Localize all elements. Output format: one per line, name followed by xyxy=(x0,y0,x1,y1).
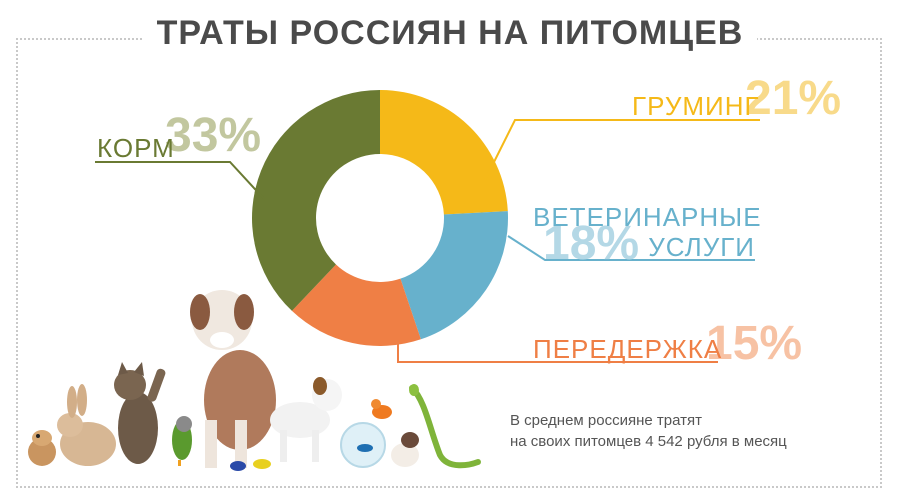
pct-vet: 18% xyxy=(543,217,640,270)
guinea-pig-icon xyxy=(391,432,419,467)
pct-food: 33% xyxy=(165,109,262,162)
leader-line-grooming xyxy=(484,119,760,181)
footnote-line2: на своих питомцев 4 542 рубля в месяц xyxy=(510,433,787,450)
label-boarding: ПЕРЕДЕРЖКА xyxy=(533,334,723,364)
footnote: В среднем россияне тратят на своих питом… xyxy=(510,410,787,452)
leader-line-vet xyxy=(507,235,755,261)
pct-grooming: 21% xyxy=(745,72,842,125)
cat-icon xyxy=(114,362,166,464)
label-vet-line2: УСЛУГИ xyxy=(648,232,755,262)
label-vet-line1: ВЕТЕРИНАРНЫЕ xyxy=(533,202,762,232)
label-vet: ВЕТЕРИНАРНЫЕ УСЛУГИ xyxy=(533,202,762,262)
terrier-dog-icon xyxy=(270,377,342,462)
rabbit-icon xyxy=(57,384,116,466)
label-grooming: ГРУМИНГ xyxy=(632,91,760,121)
footnote-line1: В среднем россияне тратят xyxy=(510,412,702,429)
slice-food xyxy=(252,90,380,311)
lizard-icon xyxy=(409,384,481,469)
slice-vet xyxy=(400,211,508,340)
leader-line-food xyxy=(95,161,266,201)
hamster-icon xyxy=(28,430,56,466)
label-food: КОРМ xyxy=(97,133,175,163)
leader-line-boarding xyxy=(397,342,718,363)
slice-boarding xyxy=(291,264,421,347)
frog-icon xyxy=(230,459,271,471)
canary-icon xyxy=(371,399,392,419)
page-title: ТРАТЫ РОССИЯН НА ПИТОМЦЕВ xyxy=(0,14,900,53)
parrot-icon xyxy=(172,416,192,466)
pct-boarding: 15% xyxy=(706,317,803,370)
shepherd-dog-icon xyxy=(190,290,276,468)
fishbowl-icon xyxy=(340,422,386,468)
slice-grooming xyxy=(380,90,508,215)
